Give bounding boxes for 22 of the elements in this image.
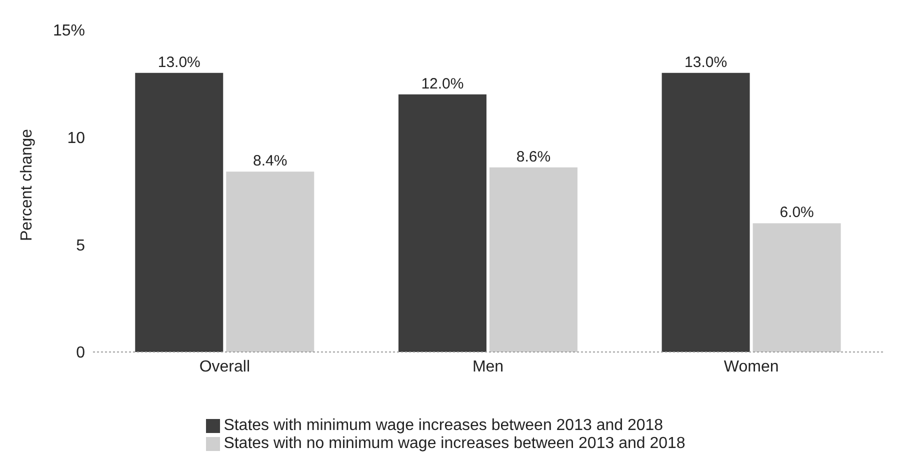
y-axis-title: Percent change <box>18 128 36 241</box>
legend-label: States with no minimum wage increases between 2013 and 2018 <box>224 435 686 452</box>
data-label: 6.0% <box>780 204 814 222</box>
x-tick-label: Men <box>472 358 504 376</box>
y-tick-label: 15% <box>52 22 85 40</box>
y-tick-label: 5 <box>76 237 86 254</box>
bar <box>135 72 224 352</box>
x-tick-label: Overall <box>199 358 250 376</box>
bar <box>398 94 486 352</box>
data-label: 8.4% <box>253 152 288 170</box>
y-tick-label: 0 <box>76 344 86 362</box>
bar <box>752 223 841 352</box>
y-tick-label: 10 <box>67 130 86 148</box>
data-label: 12.0% <box>421 75 464 92</box>
data-label: 13.0% <box>158 54 200 71</box>
bar <box>489 167 578 352</box>
legend-label: States with minimum wage increases between 2013 and 2018 <box>224 417 664 434</box>
x-tick-label: Women <box>724 358 779 376</box>
bar <box>662 72 750 352</box>
data-label: 13.0% <box>684 54 728 71</box>
bar <box>226 172 314 352</box>
data-label: 8.6% <box>516 148 551 166</box>
